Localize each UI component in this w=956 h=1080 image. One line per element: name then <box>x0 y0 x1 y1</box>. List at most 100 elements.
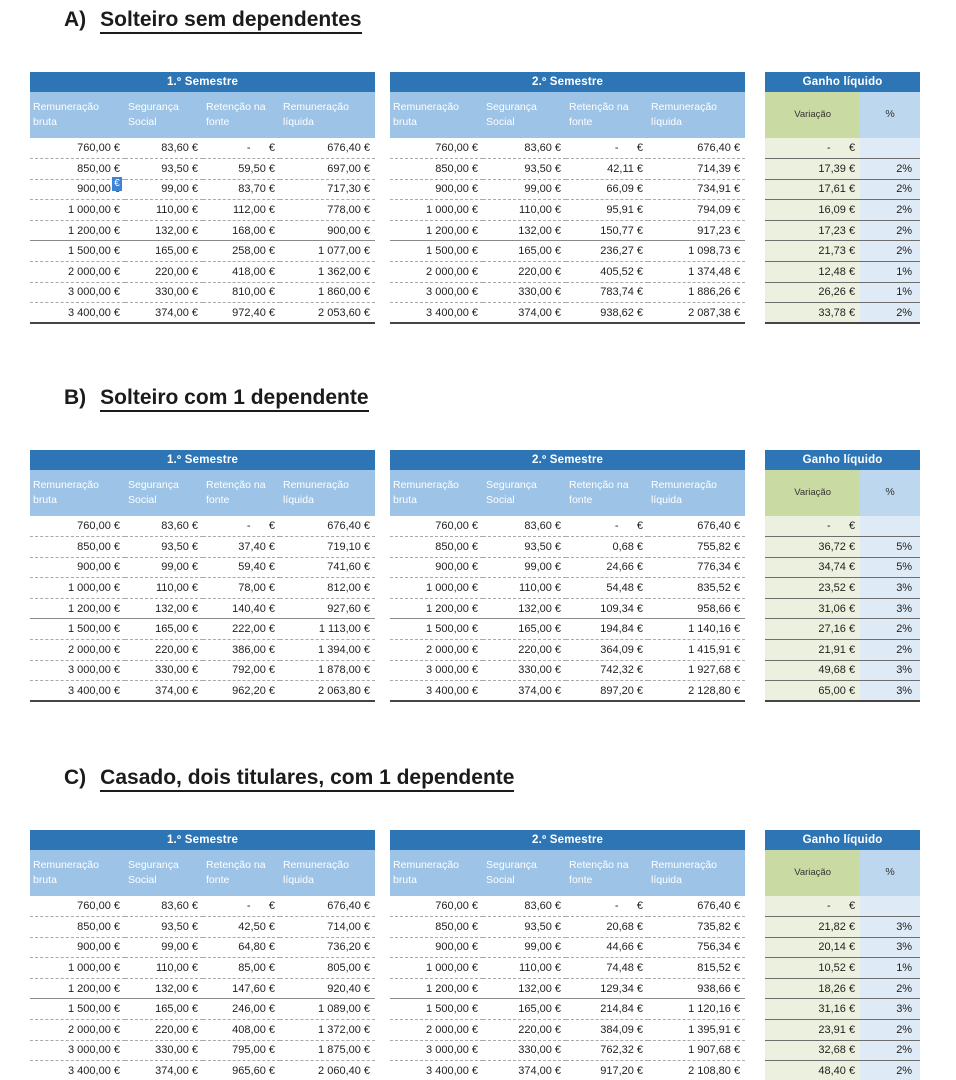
table-row: 900,00 € 99,00 € 59,40 € 741,60 € <box>30 556 376 578</box>
table-row: 850,00 € 93,50 € 0,68 € 755,82 € <box>390 536 746 558</box>
cell-remuneracao-bruta: 1 200,00 € <box>30 219 125 241</box>
cell-remuneracao-liquida: 1 878,00 € <box>280 659 376 681</box>
cell-retencao-fonte: 37,40 € <box>203 536 280 558</box>
cell-remuneracao-liquida: 2 087,38 € <box>648 302 746 325</box>
cell-remuneracao-liquida: 1 860,00 € <box>280 281 376 303</box>
cell-remuneracao-bruta: 1 200,00 € <box>390 977 484 999</box>
cell-remuneracao-liquida: 1 089,00 € <box>280 998 376 1020</box>
table-row: 1 000,00 € 110,00 € 74,48 € 815,52 € <box>390 957 746 979</box>
cell-seguranca-social: 93,50 € <box>125 916 203 938</box>
col-header-remuneracao-bruta: Remuneração bruta <box>390 92 484 138</box>
cell-remuneracao-bruta: 3 400,00 € <box>390 680 484 703</box>
cell-seguranca-social: 132,00 € <box>125 597 203 619</box>
section-b-heading: Solteiro com 1 dependente <box>100 386 369 412</box>
cell-remuneracao-bruta: 850,00 € <box>30 536 125 558</box>
cell-remuneracao-bruta: 1 500,00 € <box>390 998 484 1020</box>
table-row: 33,78 € 2% <box>765 302 921 325</box>
col-header-variacao: Variação <box>765 92 861 138</box>
cell-retencao-fonte: 246,00 € <box>203 998 280 1020</box>
cell-seguranca-social: 374,00 € <box>483 680 567 703</box>
table-a-sem1-header: 1.º Semestre <box>30 72 376 92</box>
cell-remuneracao-liquida: 741,60 € <box>280 556 376 578</box>
cell-percent: 2% <box>860 977 921 999</box>
cell-seguranca-social: 165,00 € <box>125 618 203 640</box>
cell-remuneracao-bruta: 3 400,00 € <box>30 680 125 703</box>
cell-seguranca-social: 165,00 € <box>125 998 203 1020</box>
cell-seguranca-social: 99,00 € <box>483 936 567 958</box>
cell-variacao: 32,68 € <box>765 1039 861 1061</box>
cell-retencao-fonte: 150,77 € <box>566 219 649 241</box>
cell-seguranca-social: 374,00 € <box>125 302 203 325</box>
cell-retencao-fonte: 795,00 € <box>203 1039 280 1061</box>
cell-retencao-fonte: 83,70 € <box>203 178 280 200</box>
cell-percent: 2% <box>860 219 921 241</box>
cell-seguranca-social: 374,00 € <box>125 680 203 703</box>
table-row: 3 000,00 € 330,00 € 783,74 € 1 886,26 € <box>390 281 746 303</box>
cell-remuneracao-liquida: 778,00 € <box>280 199 376 221</box>
table-c-ganho-header: Ganho líquido <box>765 830 921 850</box>
cell-variacao: - € <box>765 896 861 917</box>
cell-remuneracao-liquida: 920,40 € <box>280 977 376 999</box>
cell-remuneracao-liquida: 776,34 € <box>648 556 746 578</box>
cell-retencao-fonte: 59,50 € <box>203 158 280 180</box>
cell-retencao-fonte: 408,00 € <box>203 1019 280 1041</box>
cell-remuneracao-bruta: 760,00 € <box>435 520 479 533</box>
table-row: 26,26 € 1% <box>765 281 921 303</box>
col-header-percent: % <box>860 850 921 896</box>
cell-retencao-fonte: 194,84 € <box>566 618 649 640</box>
cell-retencao-fonte: 42,11 € <box>566 158 649 180</box>
table-row: 1 000,00 € 110,00 € 112,00 € 778,00 € <box>30 199 376 221</box>
table-b-sem1-header: 1.º Semestre <box>30 450 376 470</box>
cell-remuneracao-liquida: 676,40 € <box>327 142 371 155</box>
table-row: 760,00 € 83,60 € - € 676,40 € <box>30 516 375 537</box>
cell-seguranca-social: 99,00 € <box>125 556 203 578</box>
table-row: 34,74 € 5% <box>765 556 921 578</box>
table-row: 900,00 € 99,00 € 64,80 € 736,20 € <box>30 936 376 958</box>
table-row: 1 500,00 € 165,00 € 258,00 € 1 077,00 € <box>30 240 376 262</box>
cell-variacao: 34,74 € <box>765 556 861 578</box>
cell-seguranca-social: 110,00 € <box>125 957 203 979</box>
table-a-sem1: 1.º Semestre Remuneração bruta Segurança… <box>30 72 376 325</box>
cell-retencao-fonte: 222,00 € <box>203 618 280 640</box>
cell-remuneracao-liquida: 1 875,00 € <box>280 1039 376 1061</box>
cell-remuneracao-liquida: 2 128,80 € <box>648 680 746 703</box>
cell-seguranca-social: 374,00 € <box>483 302 567 325</box>
cell-percent: 3% <box>860 597 921 619</box>
table-row: 3 000,00 € 330,00 € 762,32 € 1 907,68 € <box>390 1039 746 1061</box>
cell-remuneracao-bruta: 900,00 € <box>30 178 125 200</box>
cell-percent: 3% <box>860 680 921 703</box>
table-row: 21,82 € 3% <box>765 916 921 938</box>
table-row: 2 000,00 € 220,00 € 384,09 € 1 395,91 € <box>390 1019 746 1041</box>
col-header-seguranca-social: Segurança Social <box>483 850 567 896</box>
cell-percent: 5% <box>860 556 921 578</box>
cell-percent: 2% <box>860 1060 921 1080</box>
table-row: 23,52 € 3% <box>765 577 921 599</box>
cell-seguranca-social: 220,00 € <box>483 261 567 283</box>
cell-variacao: 23,91 € <box>765 1019 861 1041</box>
cell-remuneracao-liquida: 736,20 € <box>280 936 376 958</box>
cell-retencao-fonte: - € <box>246 142 275 155</box>
cell-percent <box>860 896 921 917</box>
section-a-title: A) Solteiro sem dependentes <box>64 8 362 34</box>
table-c-sem1-header: 1.º Semestre <box>30 830 376 850</box>
table-row: 27,16 € 2% <box>765 618 921 640</box>
table-row: - € <box>765 896 921 917</box>
table-row: 21,73 € 2% <box>765 240 921 262</box>
col-header-retencao-fonte: Retenção na fonte <box>203 850 280 896</box>
cell-remuneracao-bruta: 1 500,00 € <box>30 240 125 262</box>
cell-seguranca-social: 330,00 € <box>483 281 567 303</box>
cell-remuneracao-liquida: 1 907,68 € <box>648 1039 746 1061</box>
cell-percent: 2% <box>860 618 921 640</box>
cell-remuneracao-bruta: 900,00 € <box>390 556 484 578</box>
col-header-remuneracao-bruta: Remuneração bruta <box>30 92 125 138</box>
col-header-seguranca-social: Segurança Social <box>483 470 567 516</box>
cell-remuneracao-bruta: 1 200,00 € <box>30 977 125 999</box>
cell-percent: 1% <box>860 957 921 979</box>
section-a-tables: 1.º Semestre Remuneração bruta Segurança… <box>30 72 921 325</box>
table-c-ganho-liquido: Ganho líquido Variação % - € 21,82 € <box>765 830 921 1080</box>
cell-retencao-fonte: 418,00 € <box>203 261 280 283</box>
cell-variacao: 33,78 € <box>765 302 861 325</box>
table-row: 49,68 € 3% <box>765 659 921 681</box>
cell-seguranca-social: 93,50 € <box>125 158 203 180</box>
cell-seguranca-social: 132,00 € <box>125 977 203 999</box>
